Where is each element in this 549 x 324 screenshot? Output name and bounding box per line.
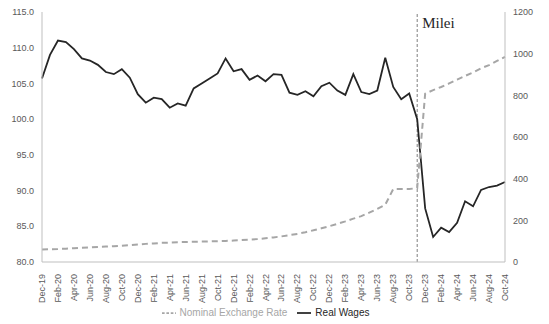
svg-text:100.0: 100.0 — [11, 114, 34, 124]
svg-text:Apr-21: Apr-21 — [165, 274, 175, 301]
svg-text:600: 600 — [513, 132, 528, 142]
svg-text:Oct-21: Oct-21 — [213, 274, 223, 301]
svg-text:Oct-20: Oct-20 — [117, 274, 127, 301]
svg-text:800: 800 — [513, 91, 528, 101]
svg-text:Feb-21: Feb-21 — [149, 274, 159, 303]
html-text:Nominal Exchange Rate: Nominal Exchange Rate — [179, 306, 288, 318]
svg-text:Aug-21: Aug-21 — [197, 274, 207, 303]
svg-text:200: 200 — [513, 216, 528, 226]
svg-text:Jun-23: Jun-23 — [372, 274, 382, 302]
svg-text:1200: 1200 — [513, 7, 533, 17]
svg-text:Feb-20: Feb-20 — [53, 274, 63, 303]
svg-text:105.0: 105.0 — [11, 79, 34, 89]
svg-text:80.0: 80.0 — [16, 257, 34, 267]
svg-text:Feb-23: Feb-23 — [340, 274, 350, 303]
svg-text:Jun-24: Jun-24 — [468, 274, 478, 302]
svg-text:Dec-20: Dec-20 — [133, 274, 143, 303]
svg-text:Jun-22: Jun-22 — [276, 274, 286, 302]
svg-text:85.0: 85.0 — [16, 221, 34, 231]
svg-text:Dec-22: Dec-22 — [324, 274, 334, 303]
svg-text:Apr-23: Apr-23 — [356, 274, 366, 301]
svg-text:Aug-22: Aug-22 — [292, 274, 302, 303]
svg-text:Dec-21: Dec-21 — [229, 274, 239, 303]
svg-text:1000: 1000 — [513, 49, 533, 59]
svg-text:Oct-23: Oct-23 — [404, 274, 414, 301]
svg-text:Dec-19: Dec-19 — [37, 274, 47, 303]
svg-text:Feb-22: Feb-22 — [245, 274, 255, 303]
svg-text:Apr-20: Apr-20 — [69, 274, 79, 301]
svg-text:Jun-20: Jun-20 — [85, 274, 95, 302]
svg-text:Apr-22: Apr-22 — [261, 274, 271, 301]
svg-text:400: 400 — [513, 174, 528, 184]
html-text:Real Wages: Real Wages — [315, 306, 370, 318]
svg-text:Oct-22: Oct-22 — [308, 274, 318, 301]
svg-text:Milei: Milei — [422, 15, 455, 31]
svg-text:Aug-24: Aug-24 — [484, 274, 494, 303]
svg-text:90.0: 90.0 — [16, 186, 34, 196]
svg-text:Aug-20: Aug-20 — [101, 274, 111, 303]
svg-text:Dec-23: Dec-23 — [420, 274, 430, 303]
svg-text:Aug-23: Aug-23 — [388, 274, 398, 303]
svg-text:0: 0 — [513, 257, 518, 267]
svg-text:Feb-24: Feb-24 — [436, 274, 446, 303]
svg-text:Jun-21: Jun-21 — [181, 274, 191, 302]
svg-text:95.0: 95.0 — [16, 150, 34, 160]
svg-text:110.0: 110.0 — [12, 43, 34, 53]
svg-text:Apr-24: Apr-24 — [452, 274, 462, 301]
svg-text:Oct-24: Oct-24 — [500, 274, 510, 301]
svg-text:115.0: 115.0 — [12, 7, 34, 17]
